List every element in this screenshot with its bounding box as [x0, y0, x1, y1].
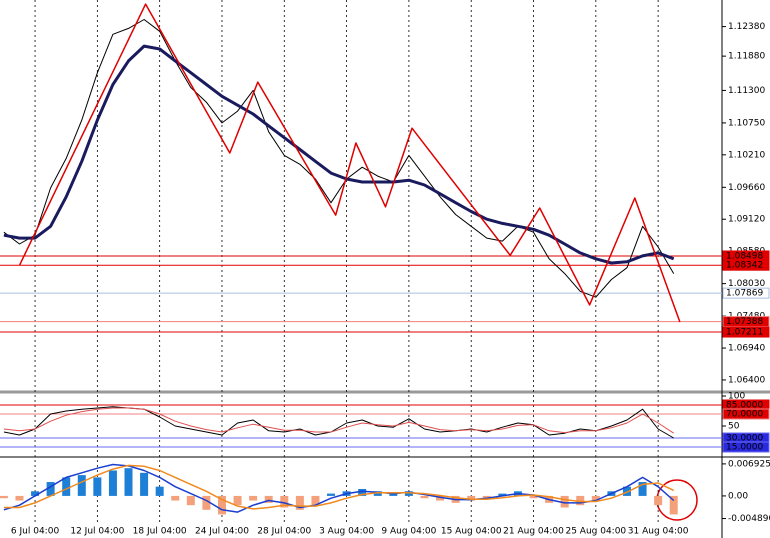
level-label-box	[722, 408, 770, 420]
level-label: 85.0000	[726, 401, 763, 411]
histogram-bar	[622, 486, 631, 496]
histogram-bar	[498, 493, 507, 496]
histogram-bar	[15, 495, 24, 501]
x-tick-label: 31 Aug 04:00	[628, 527, 689, 537]
histogram-bar	[140, 472, 149, 496]
histogram-bar	[233, 495, 242, 506]
histogram-bar	[249, 495, 258, 501]
level-label-box	[722, 287, 770, 299]
histogram-bar	[638, 482, 647, 496]
histogram-bar	[669, 495, 678, 515]
histogram-bar	[436, 495, 445, 501]
level-label-box	[722, 326, 770, 338]
histogram-bar	[295, 495, 304, 510]
histogram-bar	[202, 495, 211, 510]
histogram-bar	[31, 491, 40, 496]
y-tick-label: -0.0048908	[728, 514, 770, 524]
histogram-bar	[654, 495, 663, 506]
series-line	[3, 463, 675, 513]
y-tick-label: 1.10210	[728, 150, 765, 160]
histogram-bar	[171, 495, 180, 501]
series-line	[3, 19, 675, 298]
histogram-bar	[93, 477, 102, 496]
histogram-bar	[108, 470, 117, 496]
series-line	[3, 406, 674, 439]
histogram-bar	[77, 475, 86, 496]
x-tick-label: 6 Jul 04:00	[11, 527, 60, 537]
x-tick-label: 12 Jul 04:00	[70, 527, 124, 537]
x-tick-label: 21 Aug 04:00	[503, 527, 564, 537]
y-tick-label: 0.00	[728, 491, 748, 501]
histogram-bar	[560, 495, 569, 508]
x-tick-label: 25 Aug 04:00	[565, 527, 626, 537]
y-tick-label: 1.11880	[728, 52, 765, 62]
level-label: 15.0000	[726, 443, 763, 453]
level-label-box	[722, 259, 770, 271]
x-tick-label: 28 Jul 04:00	[257, 527, 311, 537]
level-label: 30.0000	[726, 434, 763, 444]
histogram-bar	[373, 491, 382, 496]
histogram-bar	[280, 495, 289, 508]
y-tick-label: 1.06400	[728, 375, 765, 385]
histogram-bar	[311, 495, 320, 506]
x-tick-label: 18 Jul 04:00	[133, 527, 187, 537]
y-tick-label: 1.06940	[728, 344, 765, 354]
y-tick-label: 1.09120	[728, 215, 765, 225]
histogram-bar	[404, 491, 413, 496]
level-label-box	[722, 441, 770, 453]
histogram-bar	[186, 495, 195, 506]
series-line	[3, 464, 675, 510]
series-line	[3, 44, 675, 265]
x-tick-label: 24 Jul 04:00	[195, 527, 249, 537]
histogram-bar	[327, 493, 336, 496]
level-label: 1.08498	[726, 251, 763, 261]
histogram-bar	[62, 477, 71, 496]
level-label: 70.0000	[726, 410, 763, 420]
histogram-bar	[420, 495, 429, 499]
histogram-bar	[124, 468, 133, 496]
series-line	[18, 3, 681, 323]
level-label: 1.07869	[726, 289, 763, 299]
histogram-bar	[389, 493, 398, 496]
y-tick-label: 1.12380	[728, 22, 765, 32]
level-label: 1.07388	[726, 317, 763, 327]
level-label: 1.07211	[726, 328, 763, 338]
histogram-bar	[264, 495, 273, 503]
y-tick-label: 1.10750	[728, 118, 765, 128]
histogram-bar	[217, 495, 226, 515]
x-tick-label: 3 Aug 04:00	[319, 527, 374, 537]
y-tick-label: 1.08030	[728, 279, 765, 289]
histogram-bar	[46, 482, 55, 496]
y-tick-label: 0.0069255	[728, 459, 770, 469]
histogram-bar	[358, 488, 367, 496]
x-tick-label: 15 Aug 04:00	[441, 527, 502, 537]
histogram-bar	[467, 495, 476, 501]
histogram-bar	[482, 495, 491, 499]
level-label: 1.08342	[726, 261, 763, 271]
y-tick-label: 1.09660	[728, 183, 765, 193]
histogram-bar	[155, 486, 164, 496]
histogram-bar	[591, 495, 600, 501]
y-tick-label: 100	[728, 392, 745, 402]
y-tick-label: 50	[728, 422, 740, 432]
histogram-bar	[0, 495, 8, 499]
series-line	[3, 407, 674, 434]
x-tick-label: 9 Aug 04:00	[381, 527, 436, 537]
histogram-bar	[576, 495, 585, 506]
histogram-bar	[529, 495, 538, 499]
y-tick-label: 1.11300	[728, 86, 765, 96]
